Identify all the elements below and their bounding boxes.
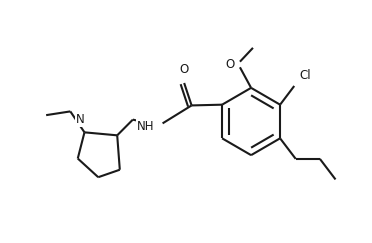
Text: NH: NH: [137, 120, 154, 133]
Text: N: N: [76, 113, 85, 126]
Text: Cl: Cl: [299, 69, 311, 82]
Text: O: O: [180, 63, 189, 76]
Text: O: O: [226, 58, 235, 71]
